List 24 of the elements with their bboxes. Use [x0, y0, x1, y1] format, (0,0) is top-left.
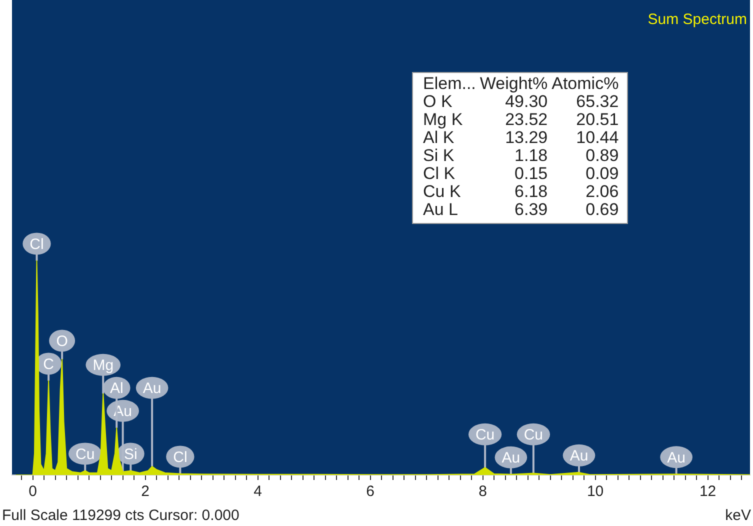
annotation: Au [142, 380, 162, 397]
text: Cu K 6.18 2.06 [423, 182, 619, 201]
annotation: Cu [524, 426, 544, 444]
text: Si K 1.18 0.89 [423, 146, 619, 165]
x-tick-label: 4 [254, 483, 262, 500]
x-tick-label: 2 [141, 483, 150, 500]
annotation: Mg [92, 357, 114, 374]
x-axis-title: keV [725, 507, 751, 524]
chart-title: Sum Spectrum [648, 11, 747, 28]
annotation: Cu [475, 426, 495, 444]
text: Al K 13.29 10.44 [423, 128, 619, 147]
text: Au L 6.39 0.69 [423, 200, 619, 219]
x-tick-label: 8 [478, 483, 487, 500]
text: Elem... Weight% Atomic% [422, 74, 619, 93]
text: O K 49.30 65.32 [423, 92, 619, 111]
text: Full Scale 119299 cts Cursor: 0.000 [2, 507, 240, 524]
annotation: Al [110, 380, 124, 397]
x-tick-label: 6 [366, 483, 374, 500]
text: Cl K 0.15 0.09 [423, 164, 619, 183]
x-tick-label: 10 [586, 483, 604, 500]
x-tick-label: 12 [699, 483, 716, 500]
annotation: O [56, 332, 68, 350]
text: Mg K 23.52 20.51 [423, 110, 619, 129]
x-tick-label: 0 [28, 483, 37, 500]
